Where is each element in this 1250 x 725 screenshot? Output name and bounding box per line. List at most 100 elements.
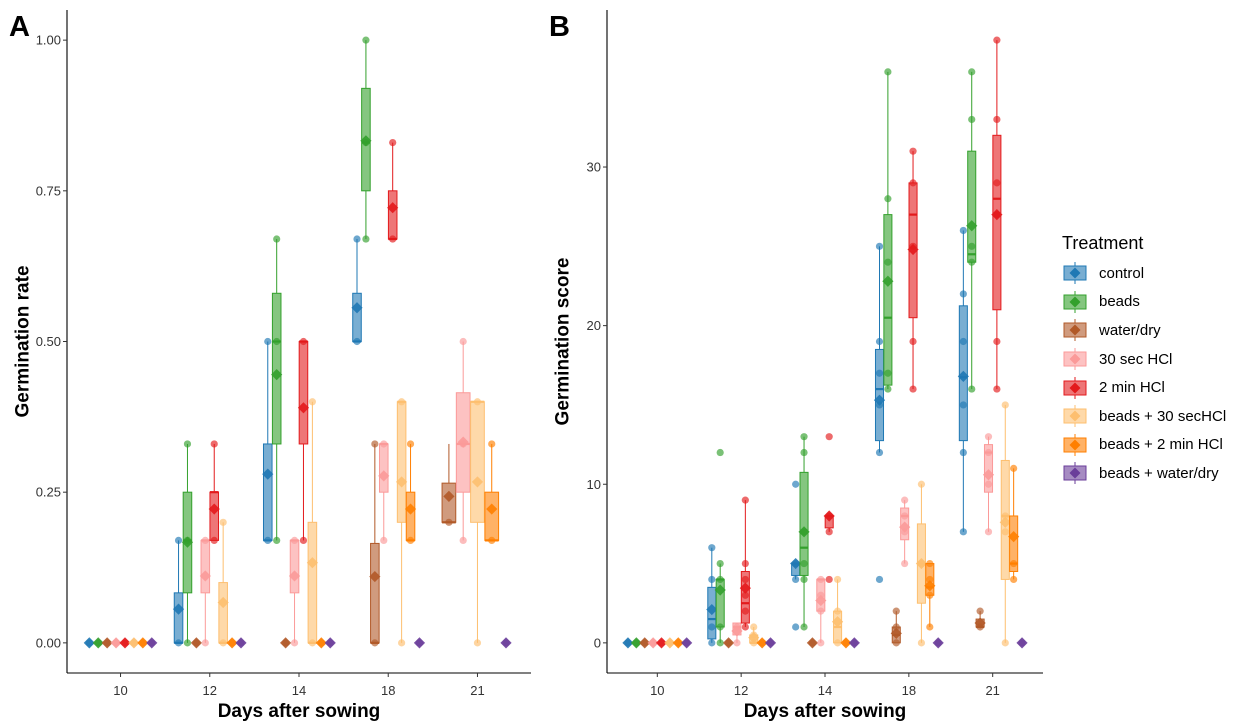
- boxplot: [664, 637, 676, 649]
- data-point: [741, 623, 749, 631]
- mean-marker: [890, 627, 902, 639]
- boxplot: [500, 637, 512, 649]
- box-iqr: [799, 471, 809, 576]
- mean-marker: [756, 637, 768, 649]
- data-point: [353, 235, 361, 243]
- data-point: [909, 179, 917, 187]
- boxplot: [714, 448, 726, 647]
- boxplot: [119, 637, 131, 649]
- data-point: [398, 639, 406, 647]
- boxplot: [1008, 464, 1020, 584]
- data-point: [1001, 528, 1009, 536]
- boxplot: [622, 637, 634, 649]
- legend-key-icon: [1063, 405, 1087, 428]
- boxplot: [172, 536, 185, 647]
- boxplot: [831, 575, 844, 647]
- data-point: [741, 591, 749, 599]
- data-point: [984, 448, 993, 457]
- mean-marker: [1008, 530, 1020, 543]
- mean-marker: [840, 637, 852, 649]
- boxplot: [484, 440, 500, 545]
- x-axis-title: Days after sowing: [744, 701, 907, 722]
- y-axis-title: Germination score: [553, 258, 574, 426]
- box-iqr: [352, 292, 362, 343]
- mean-marker: [748, 632, 760, 644]
- data-point: [273, 235, 281, 243]
- mean-marker: [622, 637, 634, 649]
- boxplot: [83, 637, 95, 649]
- x-tick-label: 21: [470, 683, 484, 698]
- data-point: [741, 575, 749, 584]
- boxplot: [815, 575, 827, 647]
- mean-marker: [315, 637, 327, 649]
- data-point: [733, 639, 741, 647]
- legend-item-control: control: [1062, 259, 1247, 288]
- boxplot: [722, 637, 735, 649]
- data-point: [800, 433, 808, 441]
- mean-marker: [288, 570, 301, 582]
- boxplot: [647, 637, 659, 649]
- x-tick-label: 10: [650, 683, 664, 698]
- data-point: [817, 575, 825, 584]
- boxplot: [146, 637, 158, 649]
- boxplot: [991, 36, 1003, 393]
- legend-item-2-min-hcl: 2 min HCl: [1062, 373, 1247, 402]
- mean-marker: [714, 584, 726, 596]
- boxplot: [630, 637, 642, 649]
- data-point: [389, 139, 397, 147]
- boxplot: [396, 398, 408, 647]
- boxplot: [915, 480, 928, 647]
- box-iqr: [1009, 515, 1019, 572]
- data-point: [1001, 512, 1009, 520]
- boxplot: [999, 401, 1011, 647]
- x-tick-label: 14: [818, 683, 832, 698]
- boxplot: [748, 623, 760, 647]
- data-point: [371, 639, 379, 647]
- mean-marker: [655, 637, 668, 649]
- data-point: [299, 337, 308, 346]
- data-point: [926, 623, 934, 631]
- data-point: [968, 258, 976, 266]
- boxplot: [957, 226, 969, 536]
- data-point: [273, 536, 281, 545]
- box-iqr: [262, 443, 273, 541]
- mean-marker: [899, 521, 911, 533]
- data-point: [183, 440, 192, 448]
- boxplot: [199, 536, 211, 647]
- mean-marker: [966, 220, 978, 232]
- data-point: [290, 639, 299, 647]
- data-point: [174, 639, 183, 647]
- data-point: [909, 337, 917, 346]
- mean-marker: [378, 470, 390, 482]
- mean-marker: [208, 503, 220, 515]
- boxplot: [137, 637, 149, 649]
- mean-marker: [848, 637, 860, 649]
- mean-marker: [110, 637, 122, 649]
- data-point: [875, 575, 884, 584]
- boxplot: [110, 637, 122, 649]
- y-tick-label: 0.00: [36, 635, 61, 650]
- mean-marker: [722, 637, 735, 649]
- data-point: [968, 115, 976, 124]
- legend-key-icon: [1063, 319, 1087, 342]
- mean-marker: [790, 557, 802, 570]
- boxplot: [217, 518, 229, 647]
- mean-marker: [873, 394, 886, 406]
- panel-label: B: [549, 11, 570, 43]
- data-point: [792, 623, 800, 631]
- mean-marker: [280, 637, 292, 649]
- mean-marker: [907, 243, 919, 256]
- data-point: [800, 575, 808, 584]
- data-point: [800, 623, 808, 631]
- data-point: [716, 575, 724, 584]
- boxplot: [455, 337, 471, 545]
- data-point: [800, 448, 808, 457]
- data-point: [825, 575, 833, 584]
- legend-item-beads-2-min-hcl: beads + 2 min HCl: [1062, 431, 1247, 460]
- legend-label: water/dry: [1099, 321, 1161, 339]
- data-point: [959, 448, 967, 457]
- boxplot: [181, 440, 194, 647]
- panel-label: A: [9, 11, 30, 43]
- data-point: [926, 559, 934, 568]
